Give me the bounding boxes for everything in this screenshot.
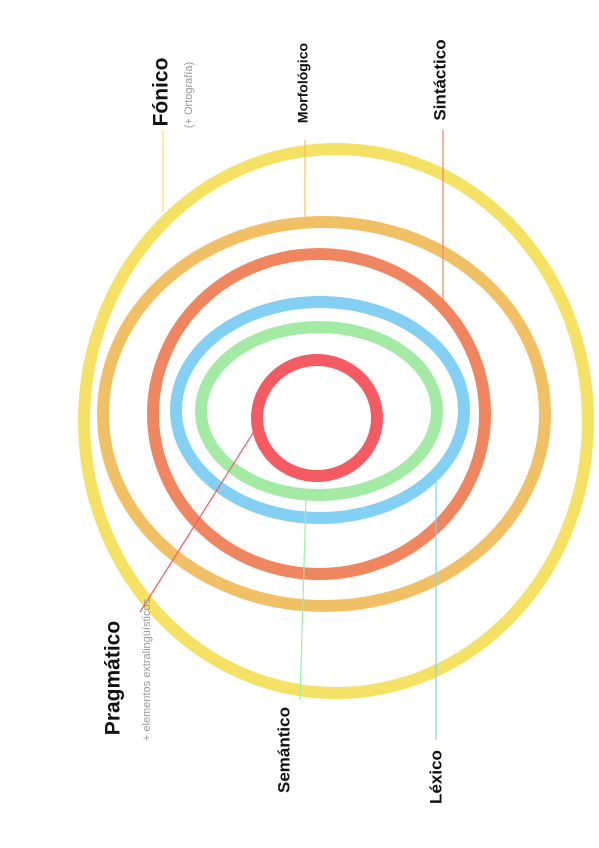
fonico-ring — [78, 143, 594, 699]
lexico-ring — [170, 296, 470, 524]
label: Léxico — [426, 750, 445, 804]
label: Fónico — [150, 58, 173, 127]
label: Morfológico — [295, 43, 311, 123]
label: Sintáctico — [430, 39, 449, 120]
pragmatico-ring — [251, 354, 383, 482]
sintactico-ring — [147, 248, 491, 580]
note: (+ Ortografía) — [183, 62, 195, 128]
connector — [139, 424, 259, 613]
note: + elementos extralingüísticos — [141, 598, 153, 741]
label: Pragmático — [102, 621, 125, 735]
morfologico-ring — [97, 216, 551, 612]
label: Semántico — [274, 707, 293, 793]
semantico-ring — [195, 321, 443, 501]
connector — [299, 496, 307, 701]
